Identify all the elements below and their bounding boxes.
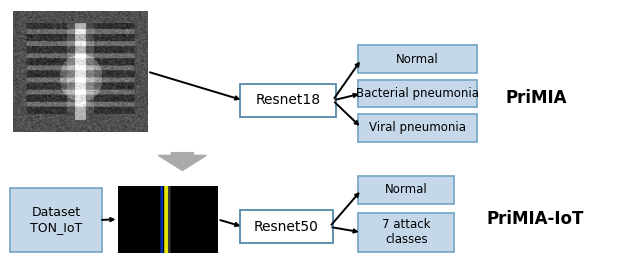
Text: Normal: Normal	[385, 183, 428, 196]
FancyArrow shape	[158, 153, 206, 170]
FancyBboxPatch shape	[240, 84, 336, 117]
FancyBboxPatch shape	[240, 210, 333, 243]
FancyBboxPatch shape	[358, 45, 477, 73]
Text: PriMIA: PriMIA	[506, 89, 567, 107]
Text: 7 attack
classes: 7 attack classes	[382, 218, 431, 246]
FancyBboxPatch shape	[358, 176, 454, 204]
FancyBboxPatch shape	[358, 213, 454, 252]
FancyBboxPatch shape	[358, 114, 477, 142]
Text: Viral pneumonia: Viral pneumonia	[369, 121, 466, 134]
Text: Dataset
TON_IoT: Dataset TON_IoT	[30, 206, 82, 234]
Text: Resnet50: Resnet50	[254, 220, 319, 234]
Text: Resnet18: Resnet18	[255, 94, 321, 107]
Text: Normal: Normal	[396, 53, 439, 66]
Text: Bacterial pneumonia: Bacterial pneumonia	[356, 87, 479, 100]
FancyBboxPatch shape	[10, 188, 102, 252]
Text: PriMIA-IoT: PriMIA-IoT	[486, 210, 584, 228]
FancyBboxPatch shape	[358, 80, 477, 107]
